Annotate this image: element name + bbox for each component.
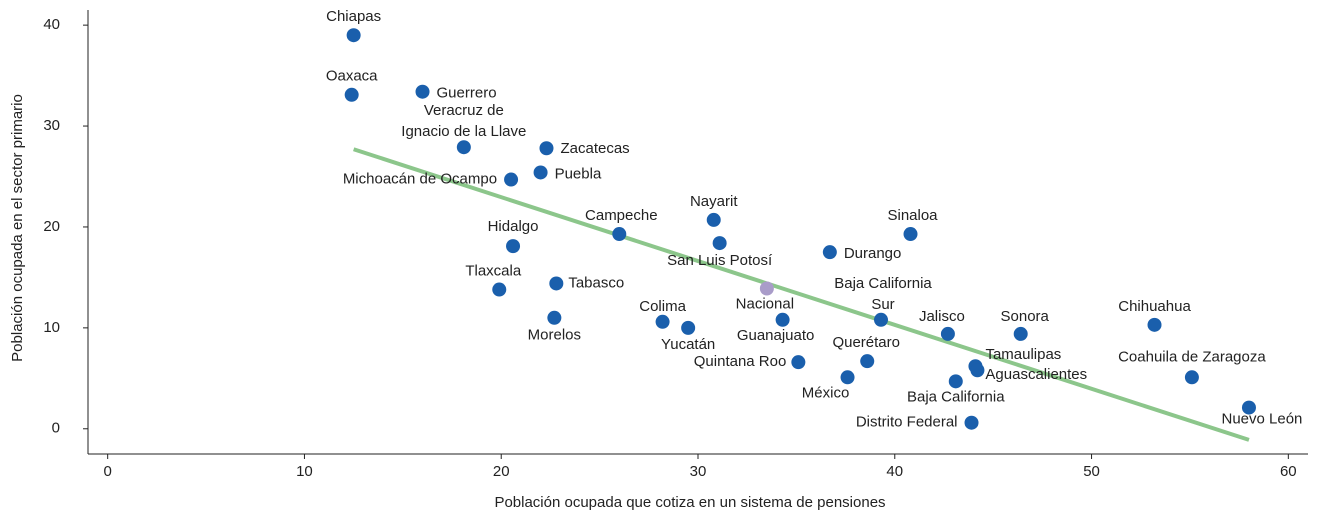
- point: [759, 281, 774, 296]
- point: [346, 28, 361, 43]
- label-line: Baja California: [834, 275, 932, 292]
- point-label: Nuevo León: [1222, 411, 1303, 428]
- point-label: Campeche: [585, 207, 658, 224]
- point: [1184, 370, 1199, 385]
- x-tick-label: 40: [886, 463, 903, 480]
- point: [344, 87, 359, 102]
- point: [964, 415, 979, 430]
- y-tick-label: 0: [52, 420, 60, 437]
- point: [970, 363, 985, 378]
- point-label: Querétaro: [832, 334, 900, 351]
- point-label: Chiapas: [326, 8, 381, 25]
- point-label: Durango: [844, 245, 902, 262]
- point-label: Tamaulipas: [985, 346, 1061, 363]
- point-label: Zacatecas: [560, 140, 629, 157]
- point-label: San Luis Potosí: [667, 252, 773, 269]
- y-tick-label: 40: [43, 16, 60, 33]
- y-tick-label: 10: [43, 319, 60, 336]
- x-tick-label: 0: [104, 463, 112, 480]
- point: [840, 370, 855, 385]
- point: [860, 354, 875, 369]
- y-axis-label: Población ocupada en el sector primario: [9, 94, 26, 362]
- point-label: Yucatán: [661, 336, 715, 353]
- point: [1013, 326, 1028, 341]
- point: [681, 320, 696, 335]
- point: [791, 355, 806, 370]
- point-label: Oaxaca: [326, 68, 378, 85]
- point: [533, 165, 548, 180]
- point-label: Coahuila de Zaragoza: [1118, 348, 1266, 365]
- point-label: Michoacán de Ocampo: [343, 170, 497, 187]
- point-label: Tlaxcala: [465, 262, 522, 279]
- point: [655, 314, 670, 329]
- point-label: Chihuahua: [1118, 298, 1191, 315]
- point: [549, 276, 564, 291]
- point: [492, 282, 507, 297]
- point: [775, 312, 790, 327]
- point-label: Tabasco: [568, 274, 624, 291]
- point-label: Nayarit: [690, 193, 738, 210]
- y-tick-label: 20: [43, 218, 60, 235]
- point-label: Puebla: [555, 165, 602, 182]
- x-tick-label: 50: [1083, 463, 1100, 480]
- point: [504, 172, 519, 187]
- point: [706, 212, 721, 227]
- x-tick-label: 30: [690, 463, 707, 480]
- point-label: Colima: [639, 298, 686, 315]
- y-tick-label: 30: [43, 117, 60, 134]
- point-label: Guerrero: [437, 85, 497, 102]
- point: [547, 310, 562, 325]
- point: [1147, 317, 1162, 332]
- point-label: Morelos: [528, 327, 581, 344]
- label-line: Ignacio de la Llave: [401, 123, 526, 140]
- point-label: Baja California Sur: [834, 275, 932, 313]
- point-label: México: [802, 384, 850, 401]
- label-line: Veracruz de: [424, 102, 504, 119]
- point: [612, 227, 627, 242]
- point-label: Sonora: [1001, 308, 1050, 325]
- point: [1241, 400, 1256, 415]
- point: [948, 374, 963, 389]
- point-label: Baja California: [907, 388, 1005, 405]
- point: [822, 245, 837, 260]
- x-tick-label: 60: [1280, 463, 1297, 480]
- label-line: Sur: [871, 296, 894, 313]
- point: [940, 326, 955, 341]
- point: [506, 239, 521, 254]
- point-label: Hidalgo: [488, 218, 539, 235]
- point-label: Quintana Roo: [694, 353, 787, 370]
- point-label: Nacional: [736, 295, 794, 312]
- point-label: Veracruz de Ignacio de la Llave: [401, 102, 526, 140]
- point: [903, 227, 918, 242]
- point-label: Jalisco: [919, 308, 965, 325]
- point-label: Guanajuato: [737, 327, 815, 344]
- x-axis-label: Población ocupada que cotiza en un siste…: [494, 494, 885, 511]
- x-tick-label: 20: [493, 463, 510, 480]
- x-tick-label: 10: [296, 463, 313, 480]
- point: [712, 236, 727, 251]
- point: [456, 140, 471, 155]
- trend-line: [353, 147, 1250, 442]
- point-label: Sinaloa: [887, 207, 938, 224]
- point-label: Distrito Federal: [856, 414, 958, 431]
- point: [874, 312, 888, 327]
- point: [539, 141, 554, 156]
- point-label: Aguascalientes: [985, 366, 1087, 383]
- point: [415, 84, 430, 99]
